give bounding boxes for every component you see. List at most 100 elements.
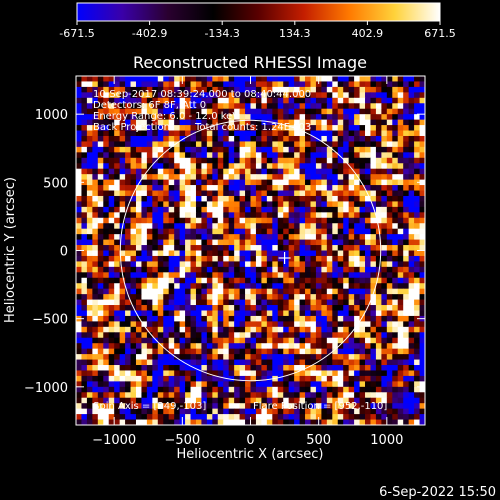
heatmap-cell	[86, 157, 93, 164]
heatmap-cell	[332, 125, 339, 131]
heatmap-cell	[408, 397, 415, 404]
heatmap-cell	[299, 332, 306, 339]
heatmap-cell	[381, 365, 388, 371]
heatmap-cell	[157, 255, 164, 262]
heatmap-cell	[294, 179, 300, 186]
heatmap-cell	[261, 288, 268, 295]
heatmap-cell	[76, 310, 82, 317]
heatmap-cell	[114, 179, 121, 186]
heatmap-cell	[266, 288, 273, 295]
heatmap-cell	[272, 255, 279, 262]
heatmap-cell	[212, 326, 219, 333]
heatmap-cell	[239, 201, 246, 208]
heatmap-cell	[343, 157, 350, 164]
heatmap-cell	[294, 114, 300, 121]
heatmap-cell	[217, 272, 224, 279]
heatmap-cell	[119, 326, 126, 333]
heatmap-cell	[185, 370, 191, 377]
heatmap-cell	[168, 408, 175, 415]
heatmap-cell	[108, 86, 115, 93]
total-counts-text: Total counts: 1.24E+03	[194, 122, 311, 133]
heatmap-cell	[185, 365, 191, 371]
heatmap-cell	[146, 332, 153, 339]
heatmap-cell	[201, 381, 208, 388]
heatmap-cell	[299, 146, 306, 153]
heatmap-cell	[125, 185, 131, 191]
heatmap-cell	[114, 103, 121, 110]
heatmap-cell	[272, 97, 279, 104]
heatmap-cell	[272, 419, 279, 425]
heatmap-cell	[283, 305, 290, 311]
heatmap-cell	[288, 81, 295, 88]
heatmap-cell	[114, 392, 121, 399]
heatmap-cell	[245, 92, 251, 99]
heatmap-cell	[294, 190, 300, 197]
heatmap-cell	[174, 299, 181, 306]
heatmap-cell	[310, 408, 317, 415]
heatmap-cell	[414, 135, 420, 142]
heatmap-cell	[305, 250, 311, 257]
heatmap-cell	[97, 305, 104, 311]
heatmap-cell	[103, 97, 110, 104]
heatmap-cell	[108, 332, 115, 339]
heatmap-cell	[397, 108, 404, 115]
heatmap-cell	[250, 201, 257, 208]
heatmap-cell	[294, 397, 300, 404]
heatmap-cell	[201, 185, 208, 191]
heatmap-cell	[163, 179, 170, 186]
heatmap-cell	[152, 365, 159, 371]
heatmap-cell	[381, 114, 388, 121]
heatmap-cell	[359, 81, 366, 88]
heatmap-cell	[419, 81, 425, 88]
heatmap-cell	[141, 305, 148, 311]
heatmap-cell	[157, 228, 164, 235]
heatmap-cell	[370, 125, 377, 131]
heatmap-cell	[370, 179, 377, 186]
heatmap-cell	[261, 135, 268, 142]
heatmap-cell	[130, 76, 137, 82]
heatmap-cell	[343, 125, 350, 131]
heatmap-cell	[348, 272, 355, 279]
heatmap-cell	[146, 146, 153, 153]
heatmap-cell	[201, 234, 208, 240]
heatmap-cell	[245, 81, 251, 88]
heatmap-cell	[392, 370, 399, 377]
heatmap-cell	[419, 130, 425, 137]
heatmap-cell	[234, 337, 240, 344]
heatmap-cell	[370, 141, 377, 148]
heatmap-cell	[326, 174, 333, 181]
heatmap-cell	[255, 305, 262, 311]
heatmap-cell	[146, 179, 153, 186]
heatmap-cell	[354, 272, 360, 279]
heatmap-cell	[212, 250, 219, 257]
heatmap-cell	[114, 86, 121, 93]
heatmap-cell	[250, 174, 257, 181]
heatmap-cell	[354, 212, 360, 219]
heatmap-cell	[157, 321, 164, 328]
heatmap-cell	[130, 250, 137, 257]
heatmap-cell	[190, 386, 197, 393]
heatmap-cell	[141, 337, 148, 344]
heatmap-cell	[261, 157, 268, 164]
heatmap-cell	[386, 370, 393, 377]
heatmap-cell	[81, 146, 88, 153]
heatmap-cell	[294, 272, 300, 279]
heatmap-cell	[103, 403, 110, 410]
heatmap-cell	[114, 146, 121, 153]
heatmap-cell	[195, 195, 202, 202]
heatmap-cell	[228, 315, 235, 322]
heatmap-cell	[392, 152, 399, 159]
heatmap-cell	[397, 86, 404, 93]
heatmap-cell	[234, 370, 240, 377]
heatmap-cell	[299, 408, 306, 415]
heatmap-cell	[261, 103, 268, 110]
heatmap-cell	[375, 359, 382, 366]
heatmap-cell	[359, 168, 366, 175]
heatmap-cell	[201, 370, 208, 377]
heatmap-cell	[261, 76, 268, 82]
heatmap-cell	[365, 81, 371, 88]
heatmap-cell	[261, 86, 268, 93]
heatmap-cell	[403, 141, 410, 148]
heatmap-cell	[266, 190, 273, 197]
heatmap-cell	[283, 348, 290, 355]
